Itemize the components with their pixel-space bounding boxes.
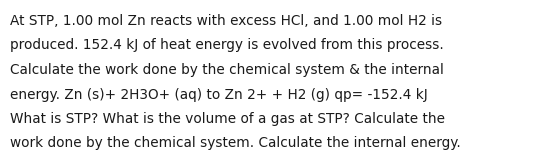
Text: Calculate the work done by the chemical system & the internal: Calculate the work done by the chemical …	[10, 63, 444, 77]
Text: At STP, 1.00 mol Zn reacts with excess HCl, and 1.00 mol H2 is: At STP, 1.00 mol Zn reacts with excess H…	[10, 14, 442, 28]
Text: energy. Zn (s)+ 2H3O+ (aq) to Zn 2+ + H2 (g) qp= -152.4 kJ: energy. Zn (s)+ 2H3O+ (aq) to Zn 2+ + H2…	[10, 88, 428, 102]
Text: work done by the chemical system. Calculate the internal energy.: work done by the chemical system. Calcul…	[10, 136, 461, 150]
Text: What is STP? What is the volume of a gas at STP? Calculate the: What is STP? What is the volume of a gas…	[10, 112, 445, 126]
Text: produced. 152.4 kJ of heat energy is evolved from this process.: produced. 152.4 kJ of heat energy is evo…	[10, 39, 444, 52]
